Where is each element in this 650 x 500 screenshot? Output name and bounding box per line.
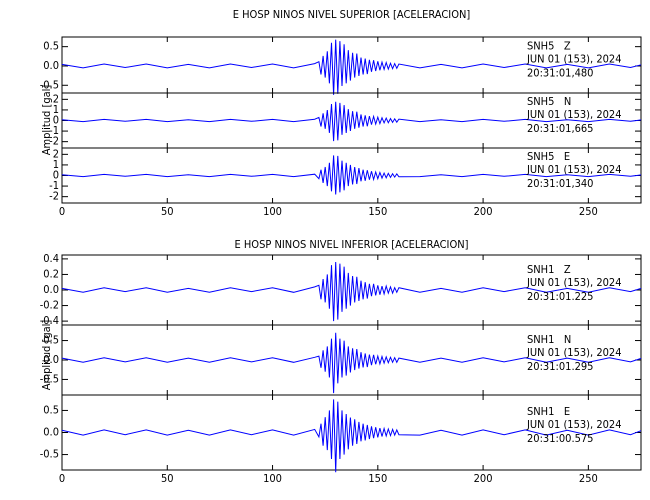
- y-tick-label: 0.0: [43, 353, 59, 366]
- x-tick-label: 200: [474, 472, 493, 485]
- waveform: [61, 101, 642, 142]
- x-tick-label: 250: [579, 472, 598, 485]
- y-tick-label: 0.5: [43, 40, 59, 53]
- time-label: 20:31:01,665: [527, 122, 593, 135]
- y-tick-label: 0: [53, 169, 59, 182]
- waveform: [61, 332, 642, 394]
- y-tick-label: -1: [49, 179, 59, 192]
- y-tick-label: 2: [53, 147, 59, 160]
- y-tick-label: 0.2: [43, 267, 59, 280]
- chart-title: E HOSP NINOS NIVEL INFERIOR [ACELERACION…: [234, 238, 468, 251]
- y-tick-label: 1: [53, 103, 59, 116]
- x-tick-label: 50: [161, 205, 174, 218]
- y-tick-label: -2: [49, 135, 59, 148]
- y-tick-label: -0.5: [40, 448, 59, 461]
- y-axis-label: Amplitud [gal]: [40, 85, 53, 156]
- date-label: JUN 01 (153), 2024: [526, 418, 622, 431]
- y-tick-label: -2: [49, 190, 59, 203]
- time-label: 20:31:01.295: [527, 360, 593, 373]
- x-tick-label: 200: [474, 205, 493, 218]
- station-label: SNH5 Z: [527, 39, 571, 52]
- station-label: SNH1 Z: [527, 263, 571, 276]
- y-tick-label: -0.4: [40, 314, 59, 327]
- y-tick-label: 0.0: [43, 426, 59, 439]
- time-label: 20:31:01.225: [527, 290, 593, 303]
- station-label: SNH5 N: [527, 95, 571, 108]
- y-axis-label: Amplitud [gal]: [40, 320, 53, 391]
- x-tick-label: 100: [263, 205, 282, 218]
- date-label: JUN 01 (153), 2024: [526, 108, 622, 121]
- time-label: 20:31:00.575: [527, 432, 593, 445]
- date-label: JUN 01 (153), 2024: [526, 163, 622, 176]
- y-tick-label: 0.4: [43, 252, 59, 265]
- station-label: SNH5 E: [527, 150, 570, 163]
- station-label: SNH1 E: [527, 405, 570, 418]
- waveform: [61, 39, 642, 95]
- y-tick-label: -0.5: [40, 78, 59, 91]
- y-tick-label: 0: [53, 114, 59, 127]
- x-tick-label: 0: [59, 472, 65, 485]
- y-tick-label: -0.5: [40, 372, 59, 385]
- station-label: SNH1 N: [527, 333, 571, 346]
- y-tick-label: 0.5: [43, 334, 59, 347]
- waveform: [61, 155, 642, 195]
- chart-title: E HOSP NINOS NIVEL SUPERIOR [ACELERACION…: [233, 8, 471, 21]
- x-tick-label: 250: [579, 205, 598, 218]
- x-tick-label: 100: [263, 472, 282, 485]
- x-tick-label: 0: [59, 205, 65, 218]
- y-tick-label: 0.0: [43, 283, 59, 296]
- date-label: JUN 01 (153), 2024: [526, 276, 622, 289]
- y-tick-label: 0.0: [43, 59, 59, 72]
- y-tick-label: 2: [53, 92, 59, 105]
- y-tick-label: 1: [53, 158, 59, 171]
- time-label: 20:31:01,340: [527, 177, 593, 190]
- y-tick-label: 0.5: [43, 403, 59, 416]
- waveform: [61, 261, 642, 322]
- x-tick-label: 150: [368, 205, 387, 218]
- date-label: JUN 01 (153), 2024: [526, 52, 622, 65]
- y-tick-label: -0.2: [40, 299, 59, 312]
- date-label: JUN 01 (153), 2024: [526, 346, 622, 359]
- y-tick-label: -1: [49, 124, 59, 137]
- x-tick-label: 50: [161, 472, 174, 485]
- x-tick-label: 150: [368, 472, 387, 485]
- waveform: [61, 399, 642, 473]
- time-label: 20:31:01,480: [527, 66, 593, 79]
